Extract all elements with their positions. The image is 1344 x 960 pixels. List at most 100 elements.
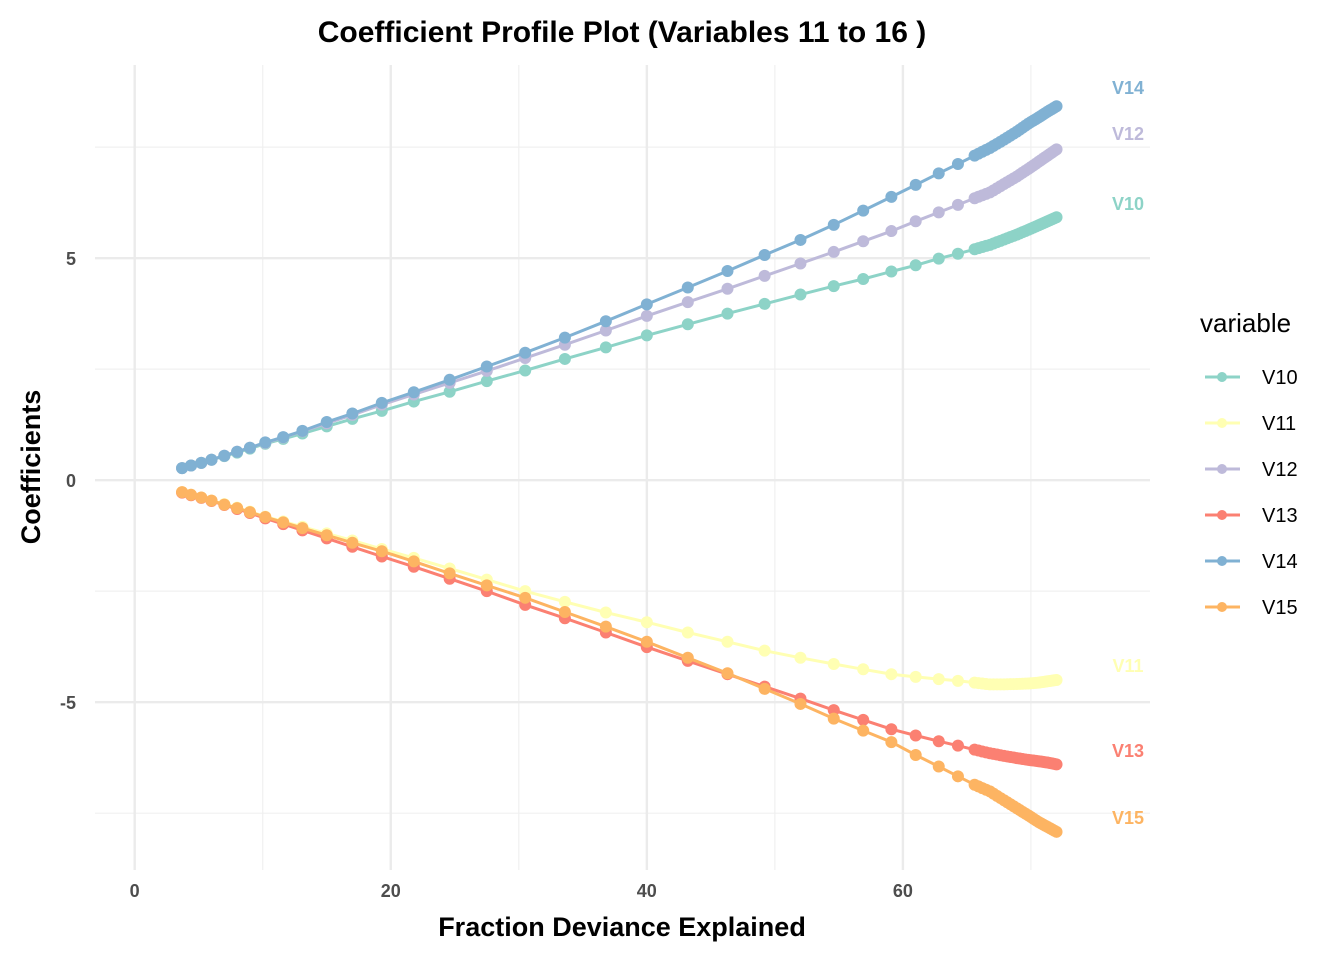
x-tick-label: 40 [637, 881, 657, 901]
data-point-v11 [599, 606, 612, 619]
data-point-v10 [932, 252, 945, 265]
data-point-v11 [909, 670, 922, 683]
data-point-v15 [195, 491, 208, 504]
data-point-v15 [599, 620, 612, 633]
legend-item-v14: V14 [1205, 551, 1298, 573]
legend-label: V10 [1262, 367, 1298, 389]
data-point-v13 [827, 704, 840, 717]
x-tick-label: 0 [130, 881, 140, 901]
data-point-v14 [443, 373, 456, 386]
data-point-v12 [857, 235, 870, 248]
data-point-v15 [1048, 824, 1061, 837]
legend-title: variable [1200, 308, 1291, 338]
data-point-v14 [640, 298, 653, 311]
data-point-v11 [885, 668, 898, 681]
legend-item-v10: V10 [1205, 367, 1298, 389]
series-line-v12 [181, 148, 1058, 470]
data-point-v12 [932, 206, 945, 219]
data-point-v14 [885, 190, 898, 203]
data-point-v12 [640, 309, 653, 322]
data-point-v13 [885, 723, 898, 736]
data-point-v11 [857, 663, 870, 676]
data-point-v15 [375, 545, 388, 558]
data-point-v15 [885, 736, 898, 749]
end-label-v12: V12 [1112, 124, 1144, 144]
series-v10 [176, 211, 1063, 475]
data-point-v15 [346, 536, 359, 549]
data-point-v14 [558, 331, 571, 344]
data-point-v13 [951, 739, 964, 752]
end-label-v14: V14 [1112, 78, 1144, 98]
data-point-v14 [932, 167, 945, 180]
data-point-v15 [277, 516, 290, 529]
y-axis-label: Coefficients [16, 390, 46, 545]
y-tick-label: -5 [60, 693, 76, 713]
data-point-v10 [909, 259, 922, 272]
data-point-v10 [1048, 212, 1061, 225]
x-axis-label: Fraction Deviance Explained [438, 912, 806, 942]
data-point-v11 [1048, 674, 1061, 687]
data-point-v15 [519, 591, 532, 604]
data-point-v10 [885, 265, 898, 278]
x-axis-ticks: 0 20 40 60 [130, 881, 913, 901]
data-point-v13 [857, 713, 870, 726]
grid [95, 65, 1150, 870]
data-point-v14 [1048, 101, 1061, 114]
data-point-v15 [185, 488, 198, 501]
data-point-v10 [558, 352, 571, 365]
legend-key-point [1217, 602, 1227, 612]
data-point-v12 [758, 269, 771, 282]
data-point-v14 [681, 281, 694, 294]
data-point-v12 [951, 198, 964, 211]
data-point-v14 [195, 456, 208, 469]
data-point-v15 [758, 682, 771, 695]
legend-key-point [1217, 418, 1227, 428]
legend-key-point [1217, 556, 1227, 566]
data-point-v14 [758, 249, 771, 262]
data-point-v14 [827, 218, 840, 231]
data-point-v10 [443, 385, 456, 398]
data-point-v15 [218, 498, 231, 511]
data-point-v11 [758, 644, 771, 657]
legend-item-v13: V13 [1205, 505, 1298, 527]
data-point-v14 [205, 453, 218, 466]
data-point-v14 [185, 459, 198, 472]
data-point-v10 [827, 280, 840, 293]
x-tick-label: 60 [893, 881, 913, 901]
data-point-v15 [296, 522, 309, 535]
data-point-v14 [231, 445, 244, 458]
data-point-v14 [794, 233, 807, 246]
data-point-v15 [480, 579, 493, 592]
data-point-v10 [758, 297, 771, 310]
data-point-v15 [681, 651, 694, 664]
end-label-v11: V11 [1112, 656, 1143, 676]
data-point-v15 [827, 712, 840, 725]
legend-label: V11 [1262, 413, 1296, 435]
legend-item-v15: V15 [1205, 597, 1298, 619]
data-point-v13 [932, 735, 945, 748]
series-line-v11 [181, 490, 1057, 686]
data-point-v13 [1048, 757, 1061, 770]
y-tick-label: 5 [66, 249, 76, 269]
data-point-v15 [259, 511, 272, 524]
data-point-v11 [640, 616, 653, 629]
data-point-v15 [794, 697, 807, 710]
data-point-v12 [1048, 144, 1061, 157]
data-point-v15 [932, 760, 945, 773]
data-point-v15 [951, 770, 964, 783]
y-axis-ticks: -5 0 5 [60, 249, 76, 713]
series-line-v15 [181, 490, 1058, 834]
data-point-v10 [599, 341, 612, 354]
data-point-v14 [259, 436, 272, 449]
data-point-v15 [909, 749, 922, 761]
data-point-v14 [407, 386, 420, 399]
series-line-v10 [181, 215, 1058, 470]
series-v15 [176, 486, 1063, 838]
data-point-v10 [794, 288, 807, 301]
legend-item-v11: V11 [1205, 413, 1296, 435]
data-point-v12 [794, 257, 807, 270]
legend-item-v12: V12 [1205, 459, 1298, 481]
data-point-v11 [827, 657, 840, 670]
data-point-v12 [909, 215, 922, 228]
data-point-v14 [909, 178, 922, 191]
